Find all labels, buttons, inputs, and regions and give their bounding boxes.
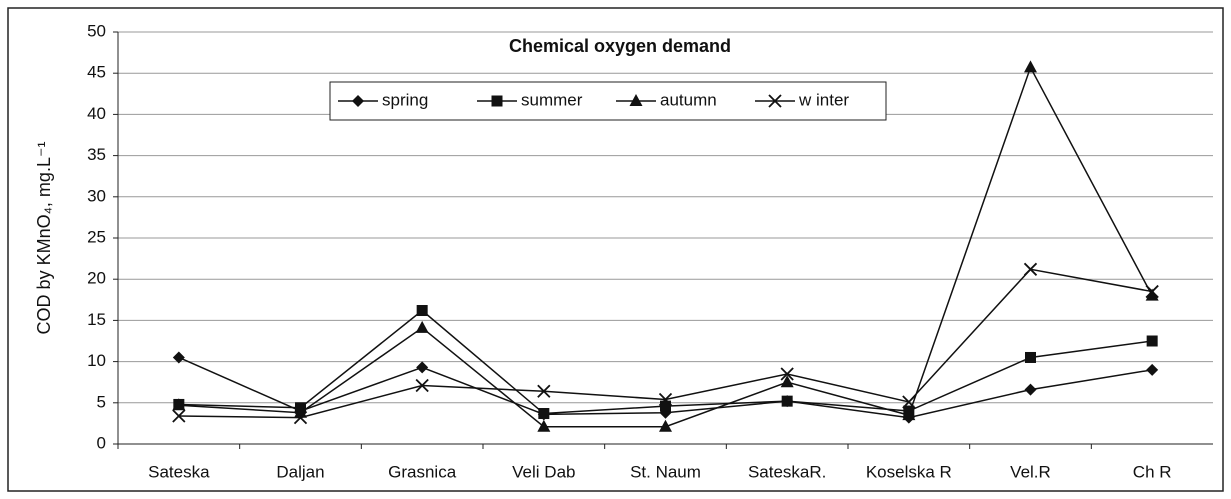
point (415, 378, 429, 393)
point (172, 398, 186, 411)
point (537, 384, 551, 398)
y-tick-label: 25 (87, 227, 106, 246)
legend-label: summer (521, 90, 583, 109)
legend-label: w inter (798, 90, 849, 109)
x-tick-label: Ch R (1133, 462, 1172, 481)
point (1145, 288, 1159, 301)
y-tick-label: 20 (87, 269, 106, 288)
point (172, 351, 185, 364)
point (352, 95, 364, 107)
point (659, 419, 672, 432)
point (902, 395, 916, 409)
y-axis-label: COD by KMnO₄, mg.L⁻¹ (34, 142, 54, 335)
y-tick-label: 35 (87, 145, 106, 164)
legend-label: spring (382, 90, 428, 109)
x-tick-label: Veli Dab (512, 462, 575, 481)
point (293, 410, 308, 425)
y-tick-label: 0 (97, 433, 106, 452)
y-tick-label: 45 (87, 63, 106, 82)
chart-title: Chemical oxygen demand (509, 36, 731, 56)
series-line (178, 65, 1153, 428)
x-tick-label: Koselska R (866, 462, 952, 481)
chart-border (7, 7, 1224, 492)
x-tick-label: Vel.R (1010, 462, 1051, 481)
x-tick-label: Daljan (276, 462, 324, 481)
y-tick-label: 15 (87, 310, 106, 329)
point (1024, 383, 1037, 396)
y-tick-label: 30 (87, 186, 106, 205)
x-tick-label: Grasnica (388, 462, 457, 481)
point (768, 94, 782, 108)
x-tick-label: Sateska (148, 462, 210, 481)
point (491, 95, 503, 107)
point (537, 419, 551, 432)
point (172, 409, 186, 423)
point (781, 395, 793, 407)
point (1145, 284, 1159, 299)
point (780, 375, 794, 388)
x-tick-label: St. Naum (630, 462, 701, 481)
y-tick-label: 10 (87, 351, 106, 370)
point (902, 408, 916, 421)
point (415, 320, 429, 333)
point (629, 94, 643, 106)
point (1146, 363, 1159, 376)
point (1024, 60, 1037, 73)
point (660, 400, 671, 412)
point (416, 361, 429, 374)
point (1025, 351, 1036, 363)
y-tick-label: 5 (97, 392, 106, 411)
y-tick-label: 40 (87, 104, 106, 123)
point (1146, 335, 1158, 347)
point (1023, 262, 1038, 276)
x-tick-label: SateskaR. (748, 462, 826, 481)
legend-label: autumn (660, 90, 717, 109)
point (538, 408, 550, 420)
point (780, 367, 794, 381)
point (416, 305, 428, 317)
y-tick-label: 50 (87, 21, 106, 40)
point (658, 392, 673, 407)
